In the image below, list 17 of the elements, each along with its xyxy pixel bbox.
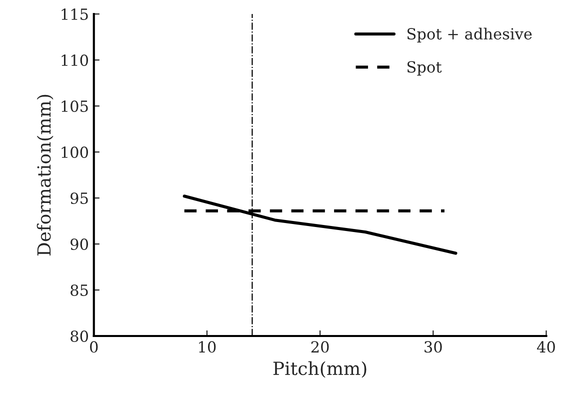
y-tick-label: 85 bbox=[70, 284, 88, 296]
x-tick-label: 30 bbox=[424, 341, 442, 353]
y-tick-label: 115 bbox=[62, 8, 88, 20]
y-tick-label: 105 bbox=[62, 100, 88, 112]
y-tick-label: 100 bbox=[62, 146, 88, 158]
x-tick-label: 40 bbox=[536, 341, 555, 353]
y-tick-label: 95 bbox=[70, 192, 88, 204]
y-tick-label: 80 bbox=[70, 330, 88, 342]
legend-label: Spot + adhesive bbox=[408, 28, 532, 43]
x-tick-label: 0 bbox=[90, 341, 98, 353]
x-tick-label: 20 bbox=[311, 341, 329, 353]
x-tick-label: 10 bbox=[199, 341, 216, 353]
y-tick-label: 110 bbox=[62, 54, 88, 66]
y-axis-title: Deformation(mm) bbox=[36, 94, 54, 256]
legend-label: Spot bbox=[408, 61, 442, 76]
y-tick-label: 90 bbox=[70, 238, 88, 250]
x-axis-title: Pitch(mm) bbox=[273, 361, 366, 378]
